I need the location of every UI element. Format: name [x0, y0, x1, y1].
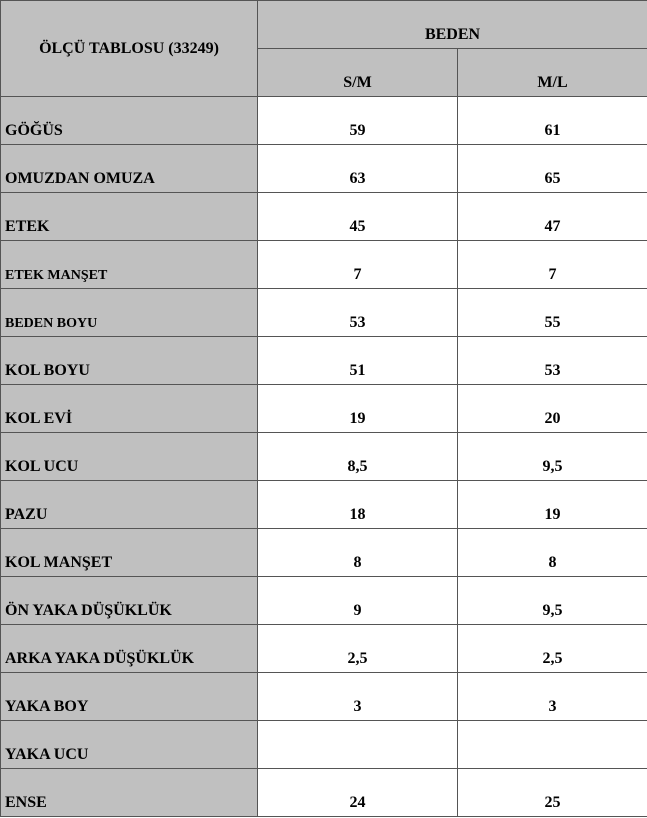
table-row: KOL UCU 8,5 9,5 — [0, 432, 647, 481]
table-row: KOL BOYU 51 53 — [0, 336, 647, 385]
table-title: ÖLÇÜ TABLOSU (33249) — [0, 0, 258, 97]
cell-value: 8 — [457, 528, 647, 577]
cell-value — [257, 720, 458, 769]
cell-value: 59 — [257, 96, 458, 145]
row-label: BEDEN BOYU — [0, 288, 258, 337]
cell-value: 2,5 — [257, 624, 458, 673]
cell-value: 8,5 — [257, 432, 458, 481]
row-label: ARKA YAKA DÜŞÜKLÜK — [0, 624, 258, 673]
group-header: BEDEN — [257, 0, 647, 49]
cell-value: 9,5 — [457, 432, 647, 481]
cell-value: 2,5 — [457, 624, 647, 673]
row-label: ETEK — [0, 192, 258, 241]
cell-value: 47 — [457, 192, 647, 241]
table-row: ETEK MANŞET 7 7 — [0, 240, 647, 289]
row-label: KOL UCU — [0, 432, 258, 481]
row-label: ETEK MANŞET — [0, 240, 258, 289]
row-label: YAKA BOY — [0, 672, 258, 721]
row-label: GÖĞÜS — [0, 96, 258, 145]
cell-value: 9,5 — [457, 576, 647, 625]
cell-value: 24 — [257, 768, 458, 817]
cell-value: 45 — [257, 192, 458, 241]
table-row: OMUZDAN OMUZA 63 65 — [0, 144, 647, 193]
column-header: M/L — [457, 48, 647, 97]
table-row: KOL EVİ 19 20 — [0, 384, 647, 433]
table-row: YAKA UCU — [0, 720, 647, 769]
cell-value: 61 — [457, 96, 647, 145]
cell-value: 8 — [257, 528, 458, 577]
table-row: ÖN YAKA DÜŞÜKLÜK 9 9,5 — [0, 576, 647, 625]
table-row: YAKA BOY 3 3 — [0, 672, 647, 721]
cell-value: 20 — [457, 384, 647, 433]
cell-value: 53 — [257, 288, 458, 337]
cell-value — [457, 720, 647, 769]
cell-value: 63 — [257, 144, 458, 193]
column-header: S/M — [257, 48, 458, 97]
cell-value: 25 — [457, 768, 647, 817]
row-label: ENSE — [0, 768, 258, 817]
row-label: PAZU — [0, 480, 258, 529]
table-row: GÖĞÜS 59 61 — [0, 96, 647, 145]
table-row: ARKA YAKA DÜŞÜKLÜK 2,5 2,5 — [0, 624, 647, 673]
cell-value: 65 — [457, 144, 647, 193]
cell-value: 19 — [457, 480, 647, 529]
cell-value: 9 — [257, 576, 458, 625]
cell-value: 53 — [457, 336, 647, 385]
row-label: ÖN YAKA DÜŞÜKLÜK — [0, 576, 258, 625]
cell-value: 7 — [457, 240, 647, 289]
table-row: ENSE 24 25 — [0, 768, 647, 817]
row-label: OMUZDAN OMUZA — [0, 144, 258, 193]
cell-value: 3 — [257, 672, 458, 721]
cell-value: 3 — [457, 672, 647, 721]
row-label: YAKA UCU — [0, 720, 258, 769]
table-row: PAZU 18 19 — [0, 480, 647, 529]
cell-value: 51 — [257, 336, 458, 385]
cell-value: 7 — [257, 240, 458, 289]
cell-value: 18 — [257, 480, 458, 529]
table-body: GÖĞÜS 59 61 OMUZDAN OMUZA 63 65 ETEK 45 47 ETEK M… — [0, 96, 647, 817]
cell-value: 55 — [457, 288, 647, 337]
row-label: KOL MANŞET — [0, 528, 258, 577]
cell-value: 19 — [257, 384, 458, 433]
table-row: KOL MANŞET 8 8 — [0, 528, 647, 577]
row-label: KOL EVİ — [0, 384, 258, 433]
table-row: ETEK 45 47 — [0, 192, 647, 241]
row-label: KOL BOYU — [0, 336, 258, 385]
table-row: BEDEN BOYU 53 55 — [0, 288, 647, 337]
